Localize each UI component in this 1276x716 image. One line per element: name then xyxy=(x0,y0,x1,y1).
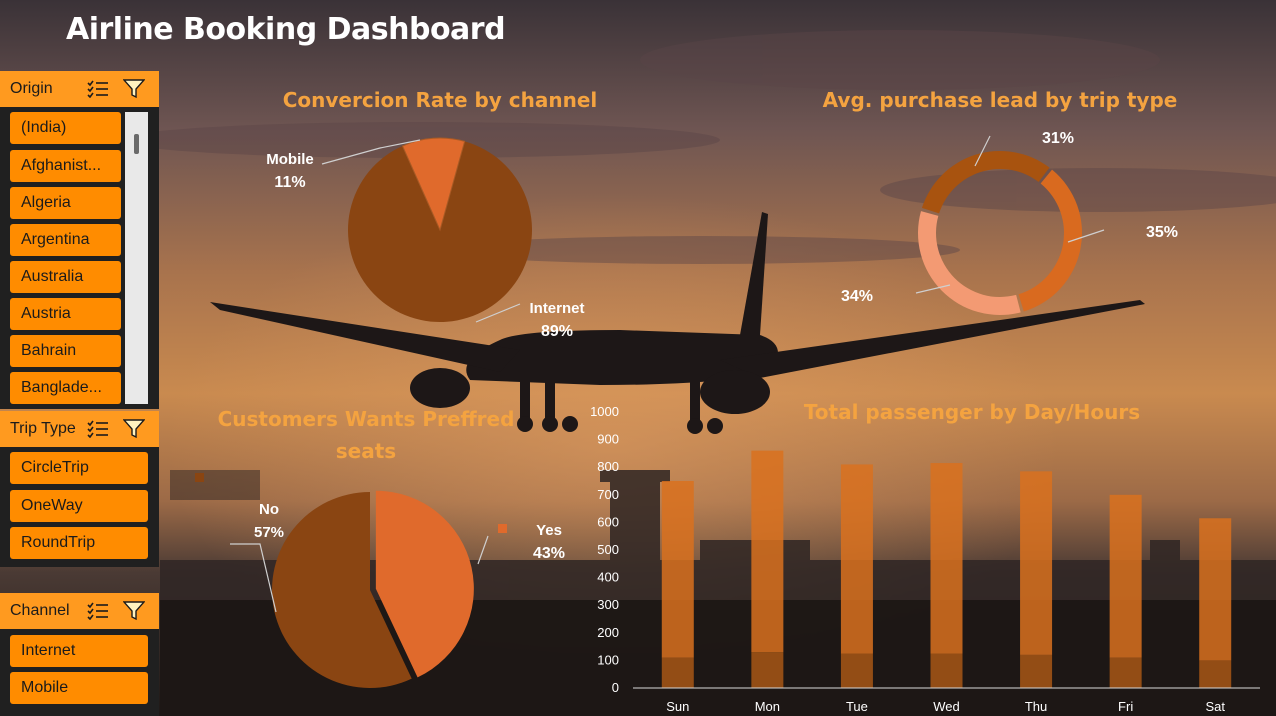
bar-segment-top xyxy=(751,450,784,653)
seats-chart-title: Customers Wants Preffred seats xyxy=(200,403,532,467)
donut-label-1: 35% xyxy=(1145,224,1179,241)
pie1-label-mobile: Mobile 11% xyxy=(248,148,332,194)
channel-item[interactable]: Internet xyxy=(10,635,148,667)
slice-label: No xyxy=(259,501,279,518)
pie3-slice-yes xyxy=(375,490,474,678)
slice-percent: 11% xyxy=(274,174,306,191)
bar-segment-bottom xyxy=(840,653,873,688)
clear-filter-icon[interactable] xyxy=(123,78,145,100)
x-tick-label: Mon xyxy=(755,699,780,714)
origin-item[interactable]: Afghanist... xyxy=(10,150,121,182)
trip-type-slicer-header: Trip Type xyxy=(0,411,159,447)
multi-select-icon[interactable] xyxy=(87,600,109,622)
conversion-chart-title: Convercion Rate by channel xyxy=(282,88,598,112)
bar-segment-bottom xyxy=(751,652,784,688)
bar-segment-top xyxy=(1199,518,1232,661)
pie3-slice-no xyxy=(272,492,412,688)
slice-percent: 43% xyxy=(532,545,566,562)
multi-select-icon[interactable] xyxy=(87,418,109,440)
bar-segment-top xyxy=(1020,471,1053,655)
origin-scrollbar[interactable] xyxy=(125,112,148,404)
passenger-bar-chart: 0 100 200 300 400 500 600 700 800 900 1000 Sun Mon T… xyxy=(590,404,1260,714)
dashboard-title: Airline Booking Dashboard xyxy=(66,12,506,47)
slice-percent: 57% xyxy=(253,524,285,541)
bar-segment-bottom xyxy=(1109,657,1142,688)
slice-label: Mobile xyxy=(266,151,314,168)
bar-segment-top xyxy=(840,464,873,654)
purchase-lead-chart-title: Avg. purchase lead by trip type xyxy=(822,88,1178,112)
trip-type-slicer-label: Trip Type xyxy=(10,420,76,437)
slice-label: Yes xyxy=(536,522,562,539)
y-tick-label: 0 xyxy=(612,680,619,695)
bar-segment-bottom xyxy=(661,657,694,688)
channel-item[interactable]: Mobile xyxy=(10,672,148,704)
bar-segment-bottom xyxy=(1199,660,1232,688)
y-tick-label: 400 xyxy=(597,570,619,585)
donut-slice-1 xyxy=(1018,169,1082,312)
origin-item[interactable]: Argentina xyxy=(10,224,121,256)
bar-segment-top xyxy=(930,463,963,654)
legend-marker-no xyxy=(195,473,204,482)
bar-segment-bottom xyxy=(1020,654,1053,688)
donut-label-2: 34% xyxy=(840,288,874,305)
passenger-chart-title: Total passenger by Day/Hours xyxy=(803,400,1141,424)
scrollbar-thumb[interactable] xyxy=(134,134,139,154)
origin-item[interactable]: Australia xyxy=(10,261,121,293)
pie3-label-yes: Yes 43% xyxy=(516,519,582,565)
seats-chart-title-line-2: seats xyxy=(335,439,397,463)
clear-filter-icon[interactable] xyxy=(123,418,145,440)
clear-filter-icon[interactable] xyxy=(123,600,145,622)
y-tick-label: 800 xyxy=(597,459,619,474)
origin-item[interactable]: Bahrain xyxy=(10,335,121,367)
y-tick-label: 900 xyxy=(597,432,619,447)
x-tick-label: Tue xyxy=(846,699,868,714)
conversion-pie-chart xyxy=(348,137,532,322)
origin-item[interactable]: (India) xyxy=(10,112,121,144)
x-tick-label: Sat xyxy=(1205,699,1225,714)
trip-type-item[interactable]: CircleTrip xyxy=(10,452,148,484)
x-tick-label: Fri xyxy=(1118,699,1133,714)
bar-segment-top xyxy=(661,481,694,658)
channel-slicer-header: Channel xyxy=(0,593,159,629)
pie3-label-no: No 57% xyxy=(236,498,302,544)
seats-chart-title-line-1: Customers Wants Preffred xyxy=(217,407,515,431)
origin-item[interactable]: Algeria xyxy=(10,187,121,219)
purchase-lead-donut-chart xyxy=(918,151,1082,315)
trip-type-item[interactable]: RoundTrip xyxy=(10,527,148,559)
origin-slicer-header: Origin xyxy=(0,71,159,107)
x-tick-label: Wed xyxy=(933,699,960,714)
origin-slicer-label: Origin xyxy=(10,80,53,97)
y-tick-label: 500 xyxy=(597,542,619,557)
y-tick-label: 300 xyxy=(597,597,619,612)
slice-percent: 89% xyxy=(540,323,574,340)
y-tick-label: 700 xyxy=(597,487,619,502)
seats-pie-chart xyxy=(272,490,474,688)
bar-segment-top xyxy=(1109,494,1142,658)
y-tick-label: 600 xyxy=(597,514,619,529)
origin-item[interactable]: Banglade... xyxy=(10,372,121,404)
donut-label-0: 31% xyxy=(1041,130,1075,147)
channel-slicer-label: Channel xyxy=(10,602,70,619)
y-tick-label: 1000 xyxy=(590,404,619,419)
legend-marker-yes xyxy=(498,524,507,533)
donut-slice-2 xyxy=(918,211,1021,315)
pie1-label-internet: Internet 89% xyxy=(514,297,600,343)
x-tick-label: Sun xyxy=(666,699,689,714)
x-tick-label: Thu xyxy=(1025,699,1047,714)
y-tick-label: 200 xyxy=(597,625,619,640)
donut-slice-0 xyxy=(921,151,1050,214)
trip-type-item[interactable]: OneWay xyxy=(10,490,148,522)
pie1-slice-internet xyxy=(348,141,532,322)
origin-item[interactable]: Austria xyxy=(10,298,121,330)
slice-label: Internet xyxy=(529,300,585,317)
multi-select-icon[interactable] xyxy=(87,78,109,100)
y-tick-label: 100 xyxy=(597,652,619,667)
bar-segment-bottom xyxy=(930,653,963,688)
